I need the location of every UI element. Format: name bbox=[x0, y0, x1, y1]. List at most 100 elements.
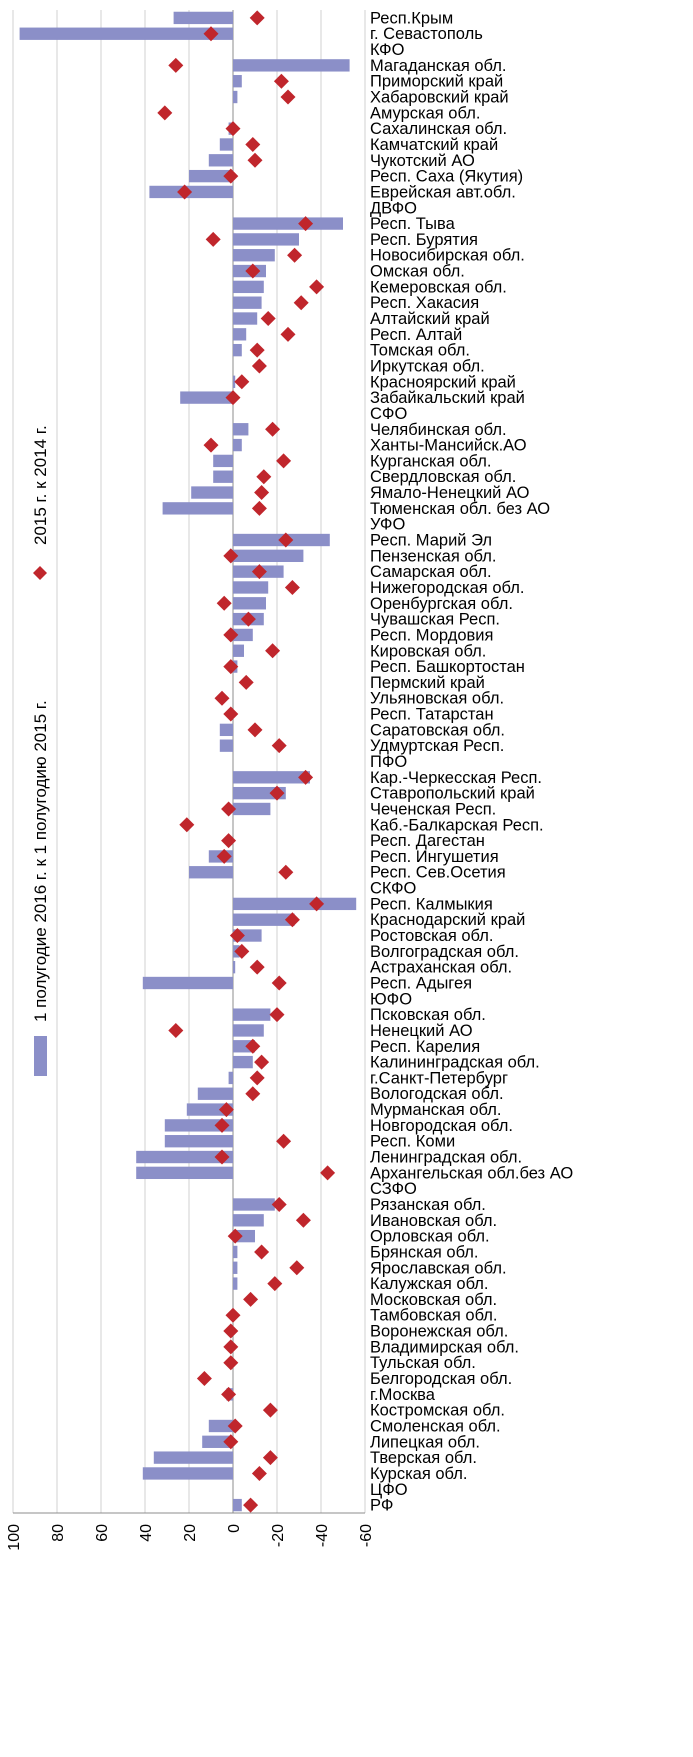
bar-24 bbox=[180, 391, 233, 403]
diamond-29 bbox=[256, 469, 271, 484]
bar-78 bbox=[233, 1246, 237, 1258]
diamond-31 bbox=[252, 501, 267, 516]
bar-68 bbox=[198, 1088, 233, 1100]
diamond-6 bbox=[157, 105, 172, 120]
diamond-4 bbox=[274, 74, 289, 89]
diamond-7 bbox=[226, 121, 241, 136]
diamond-27 bbox=[204, 438, 219, 453]
bar-36 bbox=[233, 581, 268, 593]
bar-14 bbox=[233, 233, 299, 245]
diamond-0 bbox=[250, 10, 265, 25]
bar-63 bbox=[233, 1008, 270, 1020]
bar-series bbox=[20, 12, 357, 1512]
diamond-67 bbox=[250, 1070, 265, 1085]
diamond-76 bbox=[296, 1213, 311, 1228]
bar-80 bbox=[233, 1277, 237, 1289]
diamond-54 bbox=[278, 865, 293, 880]
bar-40 bbox=[233, 645, 244, 657]
bar-76 bbox=[233, 1214, 264, 1226]
diamond-64 bbox=[168, 1023, 183, 1038]
x-tick-label-0: 100 bbox=[6, 1524, 23, 1551]
x-tick-label-4: 20 bbox=[182, 1524, 199, 1542]
bar-60 bbox=[233, 961, 235, 973]
bar-92 bbox=[143, 1467, 233, 1479]
bar-29 bbox=[213, 471, 233, 483]
bar-75 bbox=[233, 1198, 275, 1210]
diamond-30 bbox=[254, 485, 269, 500]
diamond-91 bbox=[263, 1450, 278, 1465]
diamond-52 bbox=[221, 833, 236, 848]
bar-20 bbox=[233, 328, 246, 340]
bar-79 bbox=[233, 1262, 237, 1274]
bar-26 bbox=[233, 423, 248, 435]
x-tick-label-7: -40 bbox=[314, 1524, 331, 1547]
bar-73 bbox=[136, 1167, 233, 1179]
diamond-60 bbox=[250, 960, 265, 975]
x-tick-label-1: 80 bbox=[50, 1524, 67, 1542]
diamond-83 bbox=[223, 1324, 238, 1339]
bar-50 bbox=[233, 803, 270, 815]
legend: 1 полугодие 2016 г. к 1 полугодию 2015 г… bbox=[31, 425, 50, 1076]
diamond-28 bbox=[276, 453, 291, 468]
diamond-40 bbox=[265, 643, 280, 658]
diamond-21 bbox=[250, 343, 265, 358]
diamond-45 bbox=[248, 722, 263, 737]
bar-27 bbox=[233, 439, 242, 451]
diamond-78 bbox=[254, 1244, 269, 1259]
bar-71 bbox=[165, 1135, 233, 1147]
bar-3 bbox=[233, 59, 350, 71]
bar-66 bbox=[233, 1056, 253, 1068]
diamond-88 bbox=[263, 1403, 278, 1418]
diamond-51 bbox=[179, 817, 194, 832]
diamond-22 bbox=[252, 358, 267, 373]
bar-4 bbox=[233, 75, 242, 87]
diamond-37 bbox=[217, 596, 232, 611]
diamond-63 bbox=[270, 1007, 285, 1022]
bar-28 bbox=[213, 455, 233, 467]
bar-45 bbox=[220, 724, 233, 736]
bar-21 bbox=[233, 344, 242, 356]
diamond-66 bbox=[254, 1055, 269, 1070]
bar-8 bbox=[220, 138, 233, 150]
diamond-9 bbox=[248, 153, 263, 168]
bar-1 bbox=[20, 28, 233, 40]
diamond-19 bbox=[261, 311, 276, 326]
diamond-20 bbox=[281, 327, 296, 342]
bar-18 bbox=[233, 297, 262, 309]
bar-37 bbox=[233, 597, 266, 609]
bar-9 bbox=[209, 154, 233, 166]
diamond-44 bbox=[223, 707, 238, 722]
diamond-92 bbox=[252, 1466, 267, 1481]
bar-46 bbox=[220, 740, 233, 752]
diamond-42 bbox=[239, 675, 254, 690]
bar-13 bbox=[233, 217, 343, 229]
x-tick-label-5: 0 bbox=[226, 1524, 243, 1533]
x-tick-label-3: 40 bbox=[138, 1524, 155, 1542]
diamond-26 bbox=[265, 422, 280, 437]
diamond-36 bbox=[285, 580, 300, 595]
diamond-82 bbox=[226, 1308, 241, 1323]
legend-bar-label: 1 полугодие 2016 г. к 1 полугодию 2015 г… bbox=[31, 700, 50, 1022]
x-tick-label-8: -60 bbox=[358, 1524, 375, 1547]
legend-diamond-label: 2015 г. к 2014 г. bbox=[31, 425, 50, 545]
bar-0 bbox=[174, 12, 233, 24]
diamond-86 bbox=[197, 1371, 212, 1386]
diamond-73 bbox=[320, 1165, 335, 1180]
diamond-8 bbox=[245, 137, 260, 152]
diamond-87 bbox=[221, 1387, 236, 1402]
x-tick-label-6: -20 bbox=[270, 1524, 287, 1547]
diamond-46 bbox=[272, 738, 287, 753]
diamond-68 bbox=[245, 1086, 260, 1101]
diamond-79 bbox=[289, 1260, 304, 1275]
diamond-17 bbox=[309, 279, 324, 294]
diamond-71 bbox=[276, 1134, 291, 1149]
bar-94 bbox=[233, 1499, 242, 1511]
diamond-61 bbox=[272, 975, 287, 990]
bar-34 bbox=[233, 550, 303, 562]
diamond-43 bbox=[215, 691, 230, 706]
bar-67 bbox=[229, 1072, 233, 1084]
diamond-84 bbox=[223, 1339, 238, 1354]
bar-15 bbox=[233, 249, 275, 261]
